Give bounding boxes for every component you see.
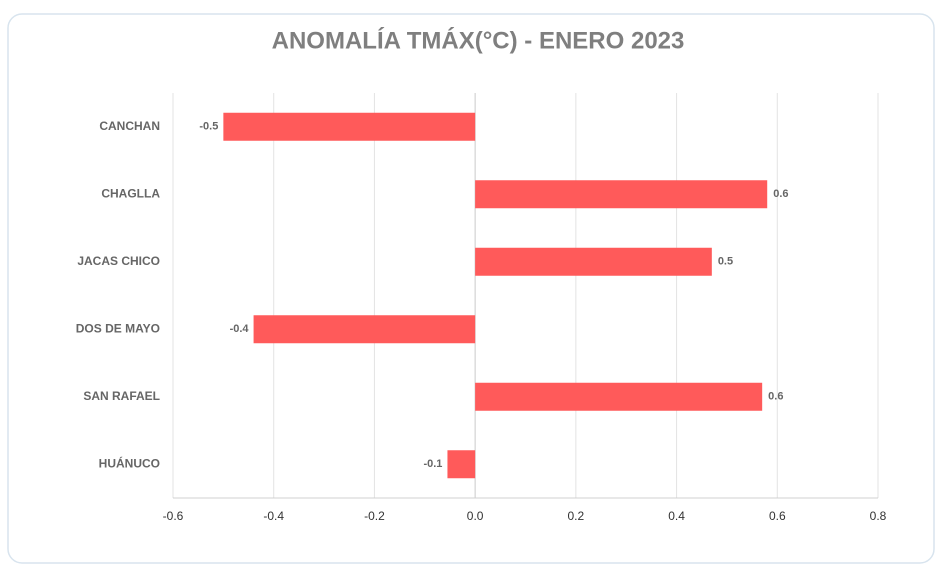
y-tick-label: CANCHAN — [99, 119, 160, 133]
value-label: 0.5 — [718, 256, 733, 268]
y-tick-label: DOS DE MAYO — [76, 321, 160, 335]
x-tick-label: 0.0 — [467, 509, 484, 523]
x-tick-label: 0.2 — [568, 509, 585, 523]
bar — [253, 315, 476, 344]
value-label: -0.1 — [423, 458, 442, 470]
x-tick-label: 0.4 — [668, 509, 685, 523]
x-tick-label: 0.8 — [870, 509, 887, 523]
y-tick-label: HUÁNUCO — [99, 455, 160, 470]
value-label: 0.6 — [768, 391, 783, 403]
chart-title: ANOMALÍA TMÁX(°C) - ENERO 2023 — [272, 26, 685, 54]
bar — [475, 382, 763, 411]
bar — [475, 247, 712, 276]
x-tick-label: -0.6 — [163, 509, 184, 523]
y-tick-label: SAN RAFAEL — [83, 389, 160, 403]
x-tick-label: -0.2 — [364, 509, 385, 523]
y-tick-label: CHAGLLA — [101, 186, 160, 200]
y-tick-label: JACAS CHICO — [77, 254, 160, 268]
x-tick-label: -0.4 — [263, 509, 284, 523]
x-tick-label: 0.6 — [769, 509, 786, 523]
bar — [223, 112, 476, 141]
value-label: -0.4 — [230, 323, 250, 335]
chart-frame — [7, 13, 935, 564]
bar — [447, 450, 476, 479]
value-label: 0.6 — [773, 188, 788, 200]
bar — [475, 180, 768, 209]
value-label: -0.5 — [199, 121, 218, 133]
